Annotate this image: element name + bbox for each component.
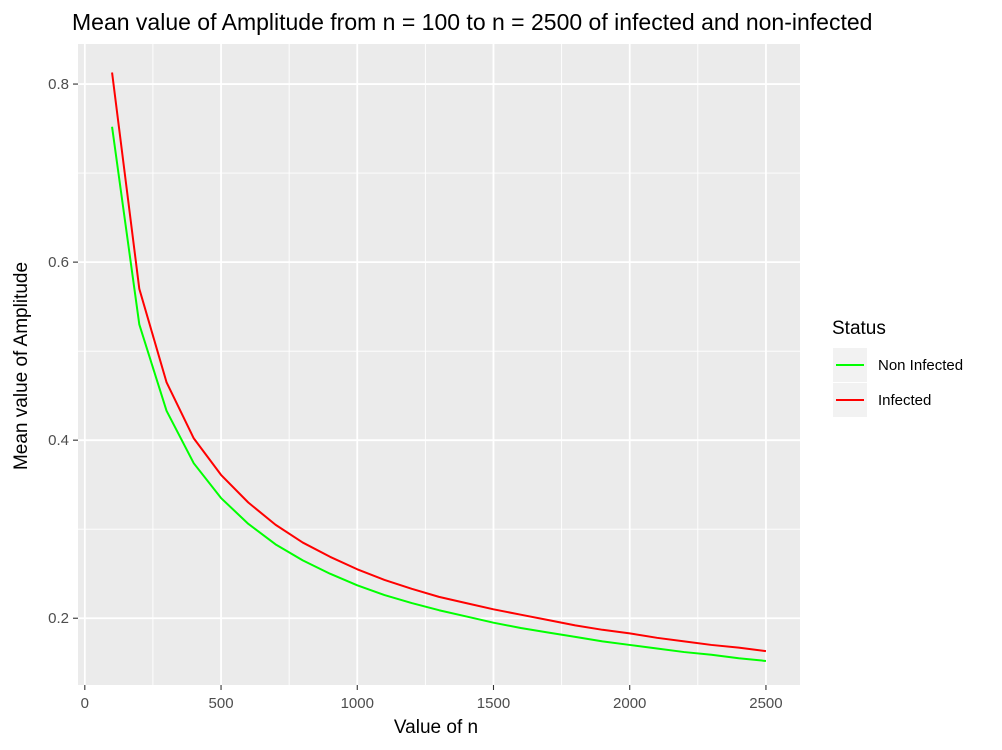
major-gridlines [78,44,800,685]
y-axis-title: Mean value of Amplitude [11,262,32,470]
minor-gridlines [78,44,800,685]
series-line-non-infected [111,126,767,662]
x-tick-label: 2000 [613,695,646,712]
plot-panel [78,44,800,685]
legend-label: Infected [878,392,931,409]
x-axis-title: Value of n [394,717,478,738]
chart-title: Mean value of Amplitude from n = 100 to … [72,9,872,35]
x-tick-label: 0 [81,695,89,712]
x-tick-label: 500 [209,695,234,712]
y-axis: 0.2 0.4 0.6 0.8 [48,76,78,627]
legend-item-infected: Infected [833,383,931,417]
series-line-infected [111,72,767,653]
y-tick-label: 0.6 [48,254,69,271]
legend-label: Non Infected [878,357,963,374]
legend-items: Non Infected Infected [833,348,963,417]
y-tick-label: 0.2 [48,610,69,627]
series-lines [111,72,767,662]
x-tick-label: 1500 [477,695,510,712]
y-tick-label: 0.8 [48,76,69,93]
legend-title: Status [832,318,886,339]
y-tick-label: 0.4 [48,432,69,449]
x-tick-label: 1000 [341,695,374,712]
x-tick-label: 2500 [749,695,782,712]
x-axis: 0 500 1000 1500 2000 2500 [81,685,783,712]
legend-item-non-infected: Non Infected [833,348,963,382]
legend: Status Non Infected Infected [832,318,963,417]
